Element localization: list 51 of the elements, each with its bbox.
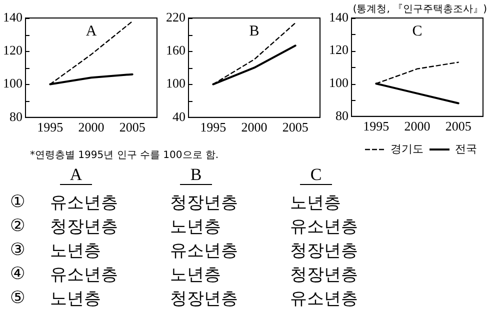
chart-title: C (412, 23, 422, 40)
y-tick-label: 160 (166, 42, 186, 58)
text: 노년층 (290, 192, 342, 214)
text: 청장년층 (170, 288, 239, 310)
text: (통계청, 『인구주택총조사』) (352, 2, 487, 16)
legend-label: 경기도 (390, 142, 424, 156)
text: 노년층 (170, 216, 222, 238)
text: ④ (10, 263, 26, 285)
y-tick-label: 140 (3, 9, 22, 24)
text: 노년층 (50, 288, 102, 310)
y-tick-label: 220 (166, 9, 186, 24)
y-tick-label: 100 (166, 76, 186, 91)
text: 청장년층 (50, 216, 119, 238)
text: B (180, 165, 212, 185)
y-tick-label: 80 (336, 108, 348, 123)
x-tick-label: 2005 (445, 118, 472, 134)
text: 청장년층 (170, 192, 239, 214)
text: ② (10, 215, 26, 237)
x-tick-label: 2005 (119, 120, 146, 135)
text: 청장년층 (290, 264, 359, 286)
text: 유소년층 (290, 216, 359, 238)
text: 노년층 (170, 264, 222, 286)
y-tick-label: 120 (329, 42, 348, 58)
x-tick-label: 1995 (37, 120, 64, 135)
text: ⑤ (10, 287, 26, 309)
x-tick-label: 1995 (200, 120, 226, 135)
x-tick-label: 2005 (282, 120, 308, 135)
y-tick-label: 100 (3, 76, 22, 91)
text: 유소년층 (290, 288, 359, 310)
text: 유소년층 (50, 192, 119, 214)
text: 유소년층 (50, 264, 119, 286)
chart-title: A (86, 23, 97, 40)
text: ① (10, 191, 26, 213)
x-tick-label: 2000 (78, 120, 104, 135)
text: A (60, 165, 92, 185)
y-tick-label: 40 (172, 108, 186, 124)
x-tick-label: 2000 (404, 118, 430, 134)
text: ③ (10, 239, 26, 261)
text: 유소년층 (170, 240, 239, 262)
chart-title: B (249, 23, 260, 40)
text: 노년층 (50, 240, 102, 262)
text: 청장년층 (290, 240, 359, 262)
text: *연령층별 1995년 인구 수를 100으로 함. (30, 149, 219, 162)
text: C (300, 165, 332, 185)
y-tick-label: 80 (10, 108, 22, 124)
y-tick-label: 120 (3, 42, 22, 58)
y-tick-label: 100 (329, 75, 348, 90)
x-tick-label: 1995 (363, 118, 390, 134)
y-tick-label: 140 (329, 9, 348, 24)
x-tick-label: 2000 (241, 120, 268, 135)
legend-label: 전국 (455, 142, 477, 156)
